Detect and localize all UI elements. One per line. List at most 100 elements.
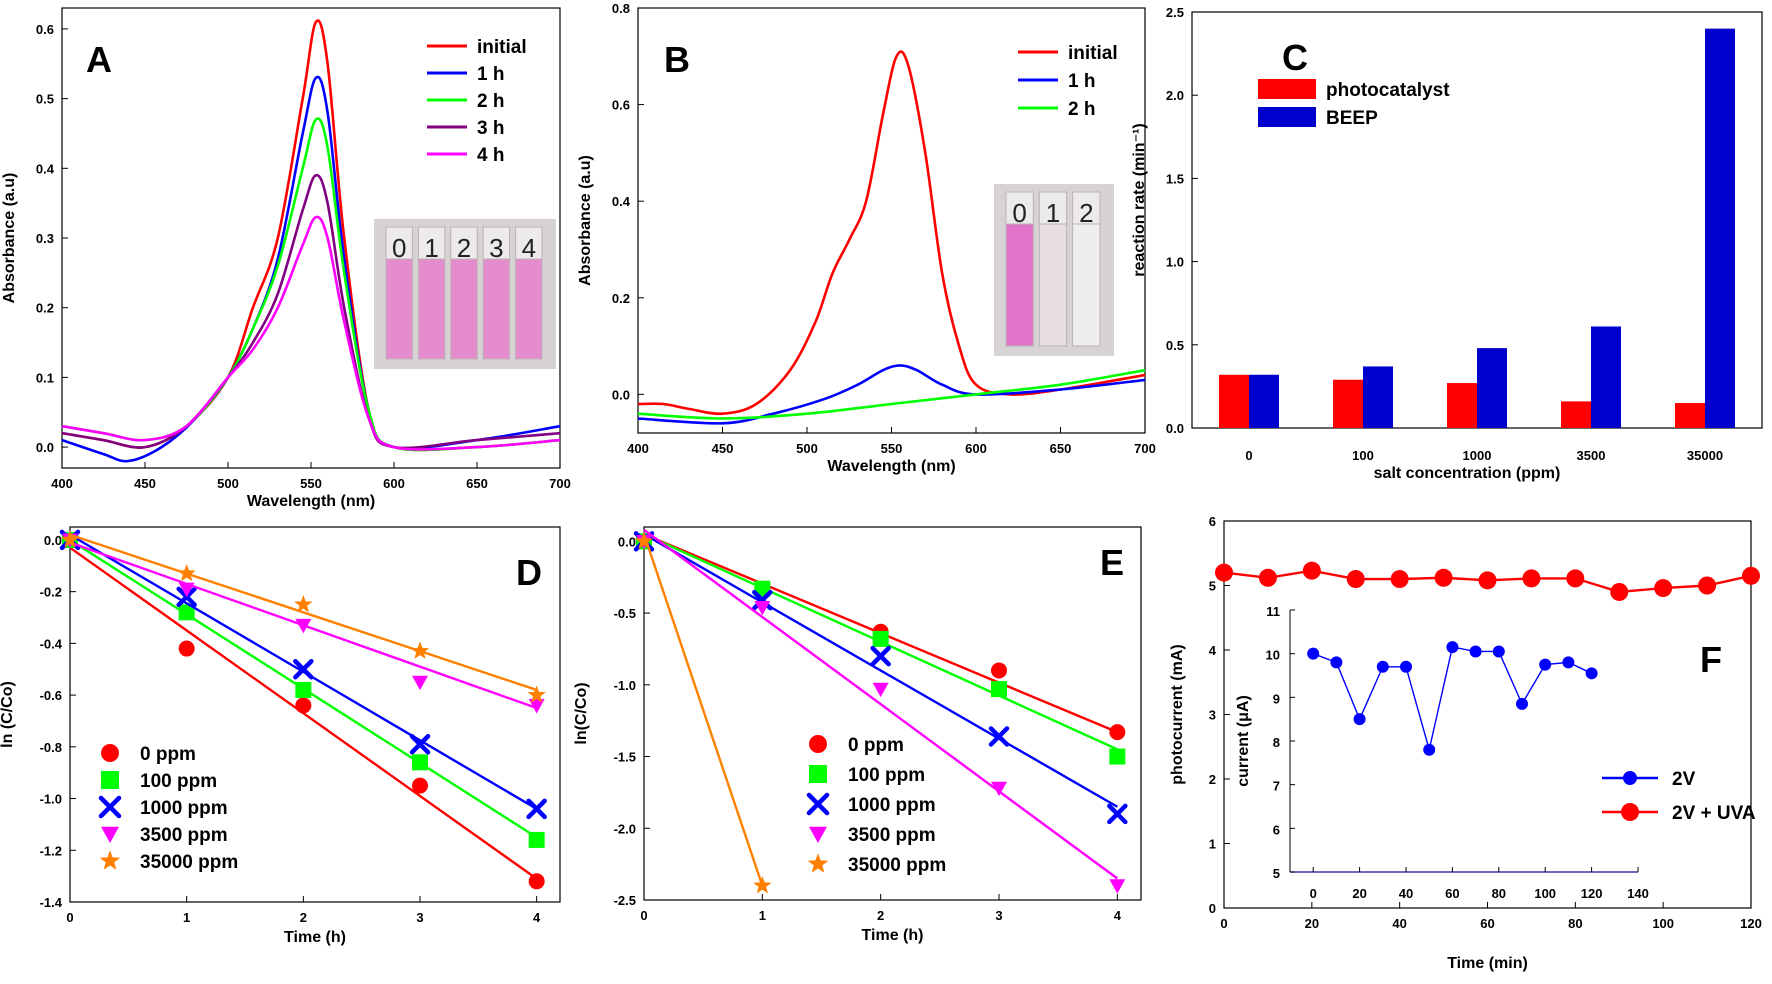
panel-b-inset-label: 0 xyxy=(1012,198,1026,228)
panel-e-data-point xyxy=(754,600,771,616)
panel-d-legend-marker xyxy=(99,850,121,870)
panel-d-x-axis-title: Time (h) xyxy=(284,929,346,946)
panel-f-inset-y-tick-label: 7 xyxy=(1273,779,1280,794)
panel-d-legend-label: 35000 ppm xyxy=(140,852,238,873)
panel-a-y-axis-title: Absorbance (a.u) xyxy=(1,173,18,304)
panel-b-panel-letter: B xyxy=(664,39,690,80)
panel-a-inset-label: 1 xyxy=(424,233,438,263)
panel-c-y-tick-label: 0.5 xyxy=(1166,338,1184,353)
panel-b-inset-cuvette xyxy=(1038,223,1068,347)
panel-e-y-tick-label: -1.0 xyxy=(614,678,636,693)
panel-e-legend-label: 3500 ppm xyxy=(848,825,936,846)
panel-f-legend-marker xyxy=(1623,771,1637,785)
panel-b-x-axis-title: Wavelength (nm) xyxy=(827,458,955,475)
panel-f-y-tick-label: 1 xyxy=(1209,837,1216,852)
panel-a-inset-label: 3 xyxy=(489,233,503,263)
panel-e-data-point xyxy=(1107,803,1128,825)
panel-f-data-point xyxy=(1302,561,1321,580)
panel-d-legend-label: 0 ppm xyxy=(140,744,196,765)
panel-a-inset-cuvette-cap xyxy=(482,226,511,260)
panel-a-inset-cuvette xyxy=(417,258,446,360)
panel-f-data-point xyxy=(1215,563,1233,582)
panel-e-data-point xyxy=(753,876,772,894)
panel-b-x-tick-label: 400 xyxy=(627,441,649,456)
panel-a-x-tick-label: 500 xyxy=(217,476,239,491)
panel-b-y-tick-label: 0.6 xyxy=(612,98,630,113)
panel-e-data-point xyxy=(754,580,771,597)
panel-a-legend-label: 3 h xyxy=(477,118,504,139)
panel-a-panel-letter: A xyxy=(86,39,112,80)
panel-c-x-tick-label: 3500 xyxy=(1577,448,1606,463)
panel-f-x-axis-title: Time (min) xyxy=(1447,955,1528,972)
panel-b-y-tick-label: 0.8 xyxy=(612,1,630,16)
panel-f-y-tick-label: 2 xyxy=(1209,772,1216,787)
panel-e-legend-label: 1000 ppm xyxy=(848,795,936,816)
panel-d-data-point xyxy=(293,658,314,680)
panel-c-panel-letter: C xyxy=(1282,37,1308,78)
panel-c-bar xyxy=(1249,374,1279,428)
panel-d-data-point xyxy=(178,582,195,598)
panel-e-fit-line xyxy=(643,533,1118,808)
panel-f-inset-y-axis-title: current (μA) xyxy=(1235,695,1252,787)
panel-a-inset-cuvette-cap xyxy=(450,226,478,260)
panel-b-y-tick-label: 0.4 xyxy=(612,194,631,209)
panel-f-data-point xyxy=(1478,571,1497,590)
panel-e-x-tick-label: 1 xyxy=(759,908,766,923)
panel-a-x-tick-label: 700 xyxy=(549,476,571,491)
panel-f-y-tick-label: 4 xyxy=(1209,643,1217,658)
panel-e-x-tick-label: 2 xyxy=(877,908,884,923)
panel-f-inset-y-tick-label: 9 xyxy=(1273,691,1280,706)
panel-f-inset-data-point xyxy=(1400,660,1412,673)
panel-d-data-point xyxy=(412,754,428,771)
panel-a-inset-cuvette xyxy=(450,258,478,360)
panel-a-y-tick-label: 0.3 xyxy=(36,231,54,246)
panel-f-x-tick-label: 20 xyxy=(1305,916,1319,931)
panel-e-data-point xyxy=(872,682,889,698)
panel-f-y-tick-label: 5 xyxy=(1209,579,1216,594)
panel-b-inset-cuvette-cap xyxy=(1072,191,1101,225)
panel-d-y-tick-label: -1.4 xyxy=(40,895,63,910)
panel-d-legend-label: 3500 ppm xyxy=(140,825,228,846)
panel-c-y-tick-label: 1.5 xyxy=(1166,171,1184,186)
panel-b-y-tick-label: 0.2 xyxy=(612,291,630,306)
panel-a-y-tick-label: 0.2 xyxy=(36,301,54,316)
panel-e-x-tick-label: 0 xyxy=(640,908,647,923)
panel-e-data-point-stroke xyxy=(870,645,891,667)
panel-c-bar xyxy=(1333,379,1363,428)
panel-f-data-point xyxy=(1522,569,1541,588)
panel-a-legend-label: 4 h xyxy=(477,145,504,166)
panel-d-x-tick-label: 0 xyxy=(66,910,73,925)
panel-e-x-tick-label: 3 xyxy=(995,908,1002,923)
panel-f-inset-data-point xyxy=(1376,660,1389,673)
panel-c-y-tick-label: 2.0 xyxy=(1166,88,1184,103)
panel-b-legend-label: initial xyxy=(1068,43,1118,64)
panel-f-data-point xyxy=(1742,566,1760,585)
panel-a: 400 450 500 550 600 650 700 0.0 0.1 0.2 0.3 0.4 0.5 0… xyxy=(1,7,571,510)
panel-c-y-tick-label: 0.0 xyxy=(1166,421,1184,436)
panel-d-data-point xyxy=(294,595,313,613)
panel-a-inset-cuvette xyxy=(482,258,511,360)
panel-c-bar xyxy=(1219,374,1249,428)
panel-f-inset-x-tick-label: 80 xyxy=(1492,886,1506,901)
panel-d-x-tick-label: 3 xyxy=(416,910,423,925)
panel-f-x-tick-label: 0 xyxy=(1220,916,1227,931)
panel-d-legend-marker-stroke xyxy=(98,795,122,819)
panel-d: 0 1 2 3 4 0.0 -0.2 -0.4 -0.6 -0.8 -1.0 -1.2 -1.4 Time… xyxy=(0,526,561,946)
panel-b-x-tick-label: 550 xyxy=(881,441,903,456)
panel-a-x-tick-label: 400 xyxy=(51,476,73,491)
panel-f-data-point xyxy=(1566,569,1585,588)
panel-d-legend-marker xyxy=(101,744,119,762)
panel-d-data-point xyxy=(412,777,428,794)
panel-e-data-point-stroke xyxy=(988,726,1010,747)
panel-d-data-point-stroke xyxy=(409,733,431,755)
panel-a-legend-label: 2 h xyxy=(477,91,504,112)
panel-d-legend-marker xyxy=(98,795,122,819)
panel-a-x-axis-title: Wavelength (nm) xyxy=(247,493,375,510)
panel-b-x-tick-label: 500 xyxy=(796,441,818,456)
panel-c-x-tick-label: 1000 xyxy=(1463,448,1492,463)
panel-e-data-point xyxy=(1109,724,1126,741)
panel-a-inset-cuvette-cap xyxy=(515,226,543,260)
panel-f-inset-x-tick-label: 60 xyxy=(1445,886,1459,901)
panel-f-inset-data-point xyxy=(1469,645,1482,658)
